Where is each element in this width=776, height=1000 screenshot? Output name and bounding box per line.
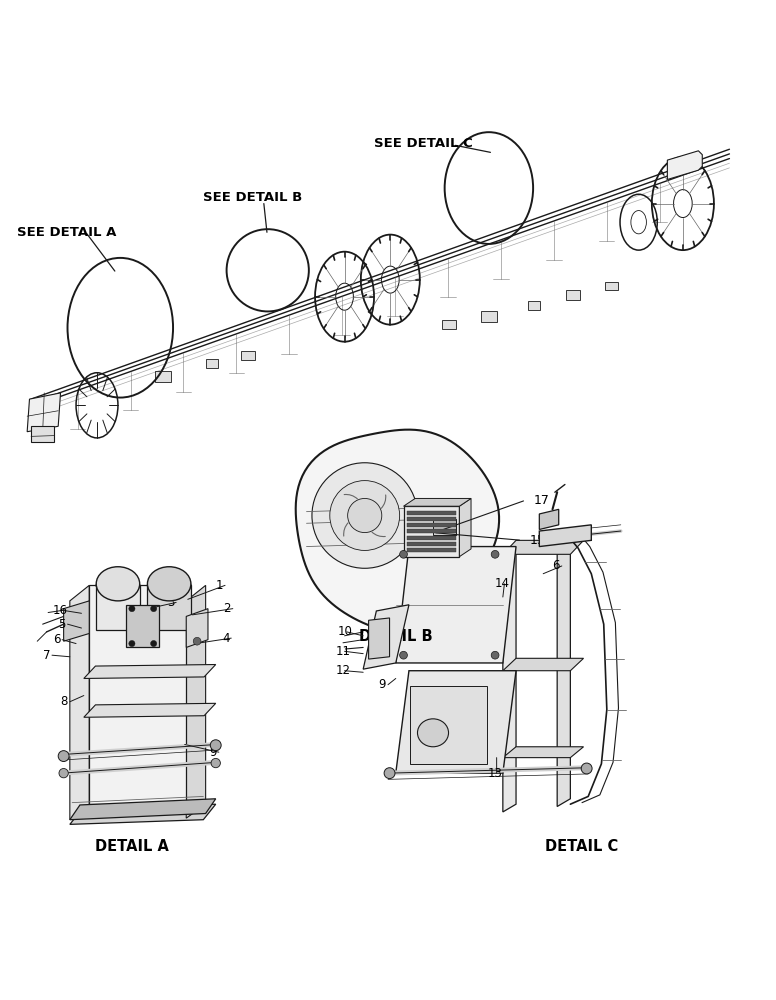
Circle shape [581, 763, 592, 774]
Bar [528, 301, 540, 310]
Bar [433, 519, 456, 535]
Ellipse shape [147, 576, 191, 595]
Text: 12: 12 [335, 664, 350, 677]
Polygon shape [503, 547, 516, 812]
Circle shape [193, 637, 201, 645]
Ellipse shape [96, 567, 140, 601]
Bar [481, 311, 497, 322]
Polygon shape [186, 609, 208, 647]
Polygon shape [296, 430, 499, 632]
Text: 17: 17 [534, 493, 549, 506]
Text: 7: 7 [43, 649, 50, 662]
Polygon shape [363, 605, 409, 669]
Polygon shape [126, 605, 159, 647]
Polygon shape [396, 671, 516, 773]
Text: 6: 6 [553, 559, 560, 572]
Text: 3: 3 [167, 596, 175, 609]
Bar [605, 282, 618, 290]
Polygon shape [396, 547, 516, 663]
Text: 1: 1 [216, 579, 223, 592]
Text: 8: 8 [61, 695, 68, 708]
Polygon shape [557, 547, 570, 807]
Circle shape [400, 550, 407, 558]
Text: 9: 9 [379, 678, 386, 691]
Polygon shape [539, 525, 591, 547]
Text: 9: 9 [210, 746, 217, 759]
Circle shape [211, 758, 220, 768]
Polygon shape [404, 506, 459, 557]
Polygon shape [70, 799, 216, 820]
Polygon shape [84, 665, 216, 678]
Circle shape [59, 768, 68, 778]
Circle shape [384, 768, 395, 779]
Text: SEE DETAIL A: SEE DETAIL A [17, 226, 116, 239]
Text: 15: 15 [530, 534, 546, 547]
Circle shape [348, 498, 382, 533]
Text: DETAIL A: DETAIL A [95, 839, 169, 854]
Bar [407, 548, 456, 552]
Text: 11: 11 [335, 645, 350, 658]
Bar [410, 686, 487, 764]
Text: DETAIL C: DETAIL C [546, 839, 618, 854]
Polygon shape [70, 804, 216, 824]
Polygon shape [186, 585, 206, 818]
Bar [407, 536, 456, 540]
Bar [407, 523, 456, 527]
Text: DETAIL B: DETAIL B [359, 629, 432, 644]
Polygon shape [667, 151, 702, 180]
Polygon shape [539, 509, 559, 529]
Polygon shape [369, 618, 390, 659]
Polygon shape [84, 703, 216, 717]
Circle shape [151, 606, 157, 612]
Bar [407, 511, 456, 515]
Polygon shape [96, 585, 140, 630]
Bar [407, 542, 456, 546]
Text: 5: 5 [58, 618, 66, 631]
Circle shape [151, 640, 157, 647]
Polygon shape [27, 393, 61, 432]
Polygon shape [404, 498, 471, 506]
Polygon shape [89, 585, 186, 804]
Text: 4: 4 [222, 632, 230, 645]
Text: 10: 10 [338, 625, 352, 638]
Text: 6: 6 [53, 633, 61, 646]
Bar [241, 351, 255, 360]
Ellipse shape [147, 567, 191, 601]
Circle shape [312, 463, 417, 568]
Polygon shape [503, 658, 584, 671]
Polygon shape [64, 601, 89, 641]
Circle shape [491, 651, 499, 659]
Circle shape [210, 740, 221, 751]
Circle shape [129, 606, 135, 612]
Polygon shape [459, 498, 471, 557]
Bar [206, 359, 218, 368]
Bar [155, 371, 171, 382]
Ellipse shape [417, 719, 449, 747]
Bar [407, 517, 456, 521]
Polygon shape [70, 585, 89, 820]
Ellipse shape [96, 576, 140, 595]
Text: 16: 16 [53, 604, 68, 617]
Text: SEE DETAIL B: SEE DETAIL B [203, 191, 303, 204]
Bar [31, 426, 54, 442]
Text: 2: 2 [223, 602, 231, 615]
Bar [407, 529, 456, 533]
Circle shape [491, 550, 499, 558]
Bar [566, 290, 580, 300]
Circle shape [58, 751, 69, 762]
Bar [442, 320, 456, 329]
Text: SEE DETAIL C: SEE DETAIL C [374, 137, 473, 150]
Text: 14: 14 [495, 577, 510, 590]
Circle shape [400, 651, 407, 659]
Text: 13: 13 [487, 767, 502, 780]
Polygon shape [147, 585, 191, 630]
Polygon shape [503, 540, 584, 554]
Circle shape [330, 481, 400, 550]
Circle shape [129, 640, 135, 647]
Polygon shape [503, 747, 584, 758]
